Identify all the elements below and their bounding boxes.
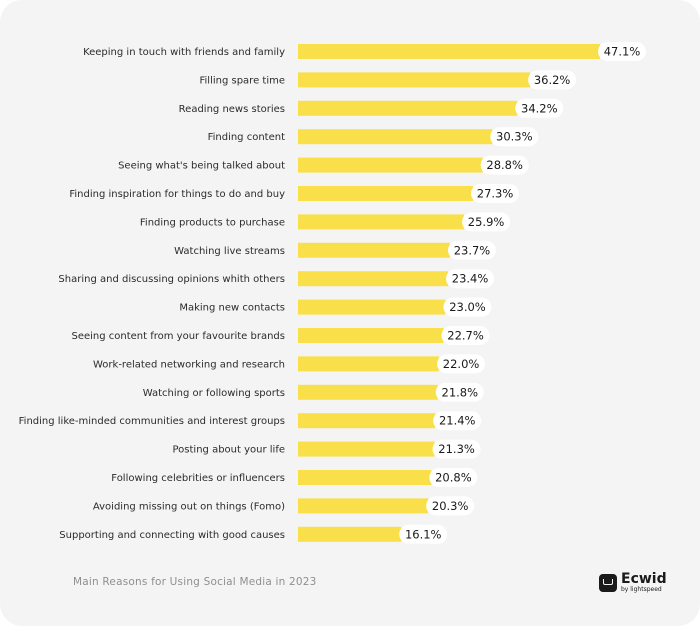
value-label: 16.1% <box>405 527 442 541</box>
bar <box>298 526 402 542</box>
value-label: 28.8% <box>486 158 523 172</box>
bar <box>298 242 450 258</box>
category-label: Finding content <box>208 132 285 143</box>
value-label-background <box>435 382 484 402</box>
bar <box>298 186 474 201</box>
cart-icon <box>599 573 617 592</box>
category-label: Sharing and discussing opinions whith ot… <box>58 274 285 285</box>
bar <box>298 100 518 116</box>
value-label-background <box>441 326 490 345</box>
bar <box>298 356 440 372</box>
value-label-background <box>446 269 495 289</box>
category-label: Work-related networking and research <box>93 359 285 370</box>
value-label-background <box>399 524 448 544</box>
value-label-background <box>490 127 539 147</box>
value-label: 21.8% <box>442 385 479 399</box>
value-label-background <box>443 297 492 317</box>
category-label: Making new contacts <box>179 303 285 314</box>
category-label: Supporting and connecting with good caus… <box>59 530 285 541</box>
value-label: 22.7% <box>447 329 484 343</box>
bar <box>298 129 493 145</box>
bar <box>298 470 432 485</box>
brand-subtitle: by lightspeed <box>621 586 662 593</box>
category-label: Finding like-minded communities and inte… <box>19 416 285 427</box>
brand-logo: Ecwid by lightspeed <box>599 572 667 593</box>
category-label: Finding products to purchase <box>140 217 285 228</box>
bar <box>298 44 600 59</box>
value-label: 25.9% <box>468 215 505 229</box>
category-label: Seeing content from your favourite brand… <box>71 331 285 342</box>
value-label: 23.7% <box>454 243 491 257</box>
value-label: 27.3% <box>477 187 514 201</box>
value-label: 23.4% <box>452 272 489 286</box>
value-label-background <box>462 212 511 232</box>
value-label-background <box>515 98 564 118</box>
category-label: Filling spare time <box>199 75 285 86</box>
bar <box>298 299 446 315</box>
brand-name: Ecwid <box>621 571 667 587</box>
value-label-background <box>433 411 482 431</box>
value-label-background <box>426 496 475 516</box>
value-label: 23.0% <box>449 300 486 314</box>
category-label: Reading news stories <box>179 104 285 115</box>
category-label: Watching or following sports <box>143 388 285 399</box>
value-label-background <box>598 42 646 61</box>
category-label: Watching live streams <box>174 246 285 257</box>
value-label: 21.4% <box>439 414 476 428</box>
value-label: 20.3% <box>432 499 469 513</box>
value-label: 22.0% <box>443 357 480 371</box>
value-label: 47.1% <box>604 45 641 59</box>
bar <box>298 72 531 88</box>
value-label: 30.3% <box>496 130 533 144</box>
value-label-background <box>480 155 529 175</box>
value-label-background <box>429 468 478 487</box>
bar <box>298 441 435 457</box>
value-label-background <box>471 184 520 203</box>
bar <box>298 498 429 514</box>
value-label-background <box>437 354 486 374</box>
category-label: Finding inspiration for things to do and… <box>69 189 285 200</box>
category-label: Seeing what's being talked about <box>118 161 285 172</box>
category-label: Following celebrities or influencers <box>111 473 285 484</box>
bar <box>298 413 436 429</box>
bar <box>298 328 444 343</box>
bar <box>298 214 465 230</box>
category-label: Posting about your life <box>173 445 286 456</box>
value-label: 36.2% <box>534 73 571 87</box>
bar <box>298 384 438 400</box>
chart-caption: Main Reasons for Using Social Media in 2… <box>73 576 317 588</box>
value-label: 34.2% <box>521 101 558 115</box>
value-label-background <box>528 70 577 90</box>
value-label-background <box>432 439 481 459</box>
value-label-background <box>447 240 496 260</box>
category-label: Keeping in touch with friends and family <box>83 47 285 58</box>
bar <box>298 157 483 173</box>
value-label: 20.8% <box>435 471 472 485</box>
bar <box>298 271 449 287</box>
value-label: 21.3% <box>438 442 475 456</box>
category-label: Avoiding missing out on things (Fomo) <box>93 501 285 512</box>
